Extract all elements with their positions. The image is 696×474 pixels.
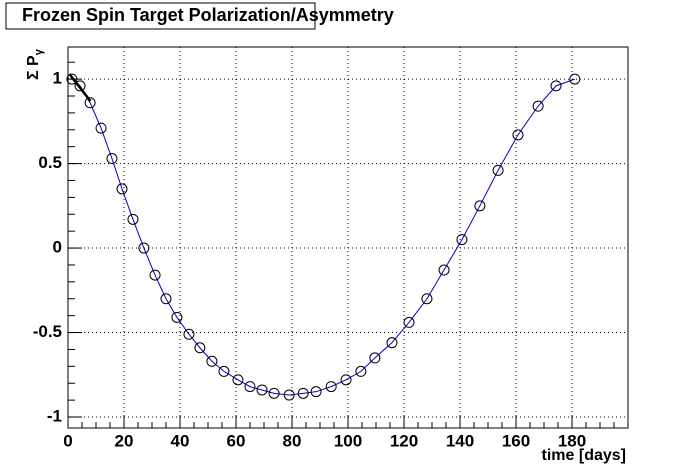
data-point — [438, 264, 450, 276]
x-tick-label: 80 — [283, 431, 302, 450]
data-point — [325, 381, 337, 393]
plot-frame — [67, 46, 629, 429]
x-tick-label: 20 — [115, 431, 134, 450]
data-point — [297, 387, 309, 399]
x-tick-label: 0 — [63, 431, 72, 450]
data-point — [492, 164, 504, 176]
y-tick-label: -0.5 — [33, 322, 62, 341]
series-line — [71, 78, 575, 396]
data-point — [232, 374, 244, 386]
y-tick-label: -1 — [47, 407, 62, 426]
y-axis-label-sub: γ — [33, 48, 45, 55]
data-point — [84, 97, 96, 109]
y-axis-label: Σ Pγ — [25, 48, 45, 80]
x-tick-label: 60 — [227, 431, 246, 450]
data-point — [149, 269, 161, 281]
data-point — [183, 328, 195, 340]
y-tick-label: 1 — [53, 69, 62, 88]
data-point — [244, 381, 256, 393]
data-point — [421, 293, 433, 305]
y-tick-label: 0.5 — [38, 153, 62, 172]
data-point — [386, 337, 398, 349]
x-tick-label: 100 — [334, 431, 362, 450]
x-tick-label: 140 — [446, 431, 474, 450]
x-tick-label: 160 — [502, 431, 530, 450]
data-point — [340, 374, 352, 386]
chart-title: Frozen Spin Target Polarization/Asymmetr… — [22, 5, 394, 25]
data-point — [403, 316, 415, 328]
data-point — [512, 129, 524, 141]
data-point — [116, 183, 128, 195]
data-point — [218, 365, 230, 377]
y-axis-label-main: Σ P — [25, 55, 42, 80]
x-tick-label: 180 — [558, 431, 586, 450]
x-tick-label: 40 — [171, 431, 190, 450]
data-point — [369, 352, 381, 364]
data-point — [138, 242, 150, 254]
data-point — [532, 100, 544, 112]
x-axis-label: time [days] — [542, 447, 626, 464]
data-point — [268, 387, 280, 399]
data-point — [160, 293, 172, 305]
data-point — [355, 365, 367, 377]
data-point — [106, 153, 118, 165]
data-point — [550, 80, 562, 92]
data-point — [194, 342, 206, 354]
data-point — [256, 384, 268, 396]
data-point — [206, 355, 218, 367]
data-point — [283, 389, 295, 401]
data-point — [310, 386, 322, 398]
data-point — [127, 213, 139, 225]
title-box — [5, 2, 316, 30]
x-tick-label: 120 — [390, 431, 418, 450]
data-point — [569, 73, 581, 85]
data-point — [474, 200, 486, 212]
data-point — [456, 234, 468, 246]
data-point — [95, 122, 107, 134]
data-point — [74, 80, 86, 92]
y-tick-label: 0 — [53, 238, 62, 257]
series-line — [68, 73, 92, 102]
data-point — [66, 73, 78, 85]
data-point — [171, 311, 183, 323]
